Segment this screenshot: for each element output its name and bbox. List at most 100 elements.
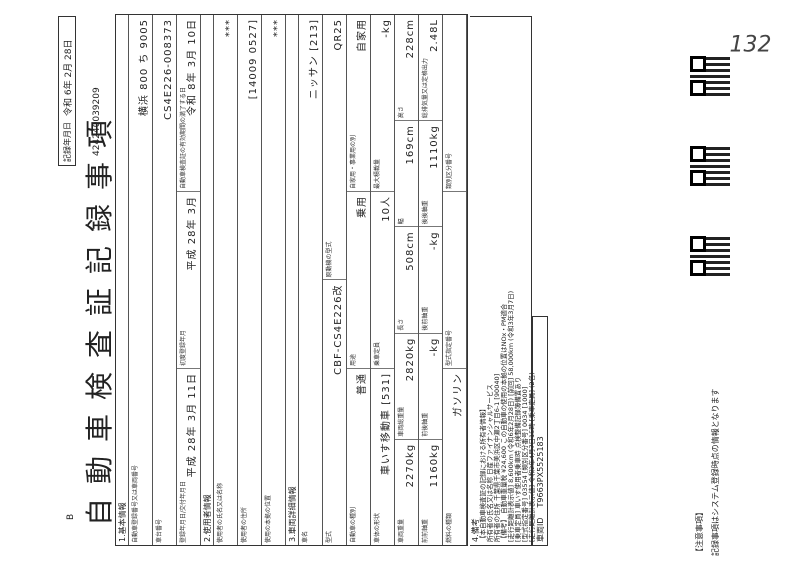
field: 使用者の氏名又は名称 ***	[214, 15, 237, 545]
vehicle-id: 車両ID T9663PX5525183	[532, 316, 548, 546]
field-label: 用途	[350, 353, 357, 366]
field-label: 型式指定番号	[446, 329, 453, 366]
field-label: 燃料の種類	[446, 512, 453, 543]
field: 型式 CBF-CS4E226改	[323, 279, 346, 545]
field-label: 型式	[326, 530, 333, 543]
table-row: 使用者の氏名又は名称 ***	[214, 15, 238, 545]
field-label: 車両総重量	[398, 406, 405, 437]
field-label: 初度登録年月	[180, 329, 187, 366]
field: 自家用・事業用の別 自家用	[347, 15, 370, 191]
field-value: 横浜 800 ち 9005	[139, 19, 150, 117]
field-label: 前前軸重	[422, 518, 429, 543]
table-row: 型式 CBF-CS4E226改 原動機の型式 QR25	[323, 15, 347, 545]
field: 原動機の型式 QR25	[323, 15, 346, 280]
field-label: 前後軸重	[422, 412, 429, 437]
table-row: 使用の本拠の位置 ***	[262, 15, 286, 545]
table-row: 車台番号 CS4E226-008373	[153, 15, 177, 545]
field-value: ニッサン [213]	[309, 19, 320, 100]
field: 後前軸重 -kg	[419, 226, 442, 333]
table-row: 自動車の種別 普通 用途 乗用 自家用・事業用の別 自家用	[347, 15, 371, 545]
table-row: 燃料の種類 ガソリン 型式指定番号 類別区分番号	[443, 15, 467, 545]
field: 使用者の住所 [14009 0527]	[238, 15, 261, 545]
field: 使用の本拠の位置 ***	[262, 15, 285, 545]
field: 車両重量 2270kg	[395, 438, 418, 545]
field-label: 長さ	[398, 318, 405, 331]
record-date: 令和 6年 2月 28日	[63, 39, 74, 117]
field-label: 車台番号	[156, 518, 163, 543]
field: 登録年月日/交付年月日 平成 28年 3月 11日	[177, 368, 200, 545]
field: 車名 ニッサン [213]	[299, 15, 322, 545]
table-row: 前前軸重 1160kg 前後軸重 -kg 後前軸重 -kg 後後軸重 1110kg 総排気量又は…	[419, 15, 443, 545]
field: 後後軸重 1110kg	[419, 120, 442, 227]
table-row: 自動車登録番号又は車両番号 横浜 800 ち 9005	[129, 15, 153, 545]
field-label: 使用者の氏名又は名称	[217, 482, 224, 543]
table-row: 車体の形状 車いす移動車 [531] 乗車定員 10人 最大積載量 -kg	[371, 15, 395, 545]
field-label: 使用者の住所	[241, 506, 248, 543]
title: 自動車検査証記録事項	[83, 105, 116, 526]
table-row: 登録年月日/交付年月日 平成 28年 3月 11日 初度登録年月 平成 28年 3月自…	[177, 15, 201, 545]
field: 型式指定番号	[443, 191, 466, 368]
field-label: 類別区分番号	[446, 152, 453, 189]
field: 最大積載量 -kg	[371, 15, 394, 191]
field: 総排気量又は定格出力 2.48L	[419, 15, 442, 120]
field-value: 169cm	[405, 125, 416, 165]
vehicle-id-value: T9663PX5525183	[535, 436, 545, 508]
field-label: 使用の本拠の位置	[265, 494, 272, 543]
field: 燃料の種類 ガソリン	[443, 368, 466, 545]
field: 用途 乗用	[347, 191, 370, 368]
field: 自動車検査証の有効期間の満了する日 令和 8年 3月 10日	[177, 15, 200, 191]
field: 車両総重量 2820kg	[395, 332, 418, 439]
field-label: 後前軸重	[422, 306, 429, 331]
field-label: 総排気量又は定格出力	[422, 58, 429, 119]
field-label: 自動車登録番号又は車両番号	[132, 464, 139, 543]
section-heading: 1.基本情報	[116, 15, 129, 545]
section-heading: 2.使用者情報	[201, 15, 214, 545]
record-date-label: 記録年月日	[62, 122, 72, 162]
field-value: 令和 8年 3月 10日	[187, 19, 198, 116]
field-value: 平成 28年 3月	[187, 196, 198, 271]
field-label: 原動機の型式	[326, 241, 333, 278]
qr-code	[690, 146, 730, 186]
record-table: 1.基本情報 自動車登録番号又は車両番号 横浜 800 ち 9005 車台番号 CS4E…	[115, 14, 468, 546]
field: 初度登録年月 平成 28年 3月	[177, 191, 200, 368]
field-value: ***	[272, 19, 283, 37]
field-value: 10人	[381, 196, 392, 222]
notice-text: 記録事項はシステム登録時点の情報となります	[711, 388, 720, 556]
field-label: 後後軸重	[422, 200, 429, 225]
field-value: [14009 0527]	[248, 19, 259, 100]
field-label: 車両重量	[398, 518, 405, 543]
field-value: 車いす移動車 [531]	[381, 373, 392, 476]
field: 乗車定員 10人	[371, 191, 394, 368]
table-row: 車名 ニッサン [213]	[299, 15, 323, 545]
field-value: QR25	[333, 19, 344, 51]
field-label: 高さ	[398, 106, 405, 119]
field: 前前軸重 1160kg	[419, 438, 442, 545]
remarks-heading: 4.備考	[471, 518, 480, 542]
field: 車台番号 CS4E226-008373	[153, 15, 176, 545]
field-label: 自動車の種別	[350, 506, 357, 543]
field: 長さ 508cm	[395, 226, 418, 333]
field-value: -kg	[381, 19, 392, 38]
field: 車体の形状 車いす移動車 [531]	[371, 368, 394, 545]
field-value: ガソリン	[453, 373, 464, 417]
remarks: 4.備考 【本自動車検査証の記録における所有者情報】 所有者の氏名又は名称 日産フ…	[470, 16, 536, 546]
table-row: 使用者の住所 [14009 0527]	[238, 15, 262, 545]
table-row: 車両重量 2270kg 車両総重量 2820kg 長さ 508cm 幅 169cm 高さ 228c…	[395, 15, 419, 545]
field-value: 508cm	[405, 231, 416, 271]
field-value: 平成 28年 3月 11日	[187, 373, 198, 478]
field-value: 自家用	[357, 19, 368, 52]
field-label: 登録年月日/交付年月日	[180, 480, 187, 543]
field-value: 228cm	[405, 18, 416, 59]
record-date-box: 記録年月日 令和 6年 2月 28日	[58, 16, 76, 166]
field: 自動車の種別 普通	[347, 368, 370, 545]
field-value: 2270kg	[405, 443, 416, 488]
field-value: -kg	[429, 231, 440, 251]
field-value: -kg	[429, 337, 440, 357]
field-label: 車名	[302, 530, 309, 543]
field-value: 1160kg	[429, 443, 440, 488]
field: 類別区分番号	[443, 15, 466, 191]
qr-code	[690, 56, 730, 96]
field-value: 2820kg	[405, 337, 416, 382]
